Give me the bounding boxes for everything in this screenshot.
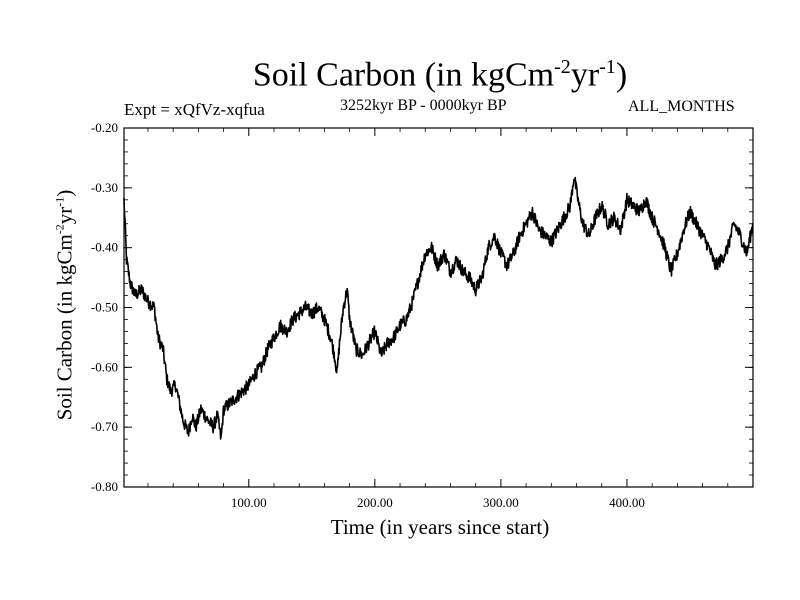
period-label: 3252kyr BP - 0000kyr BP: [340, 97, 507, 114]
x-tick-label-0: 100.00: [231, 495, 267, 510]
y-tick-label-0: -0.20: [91, 120, 118, 135]
y-tick-label-6: -0.80: [91, 479, 118, 494]
months-label: ALL_MONTHS: [628, 98, 735, 115]
x-tick-label-2: 300.00: [483, 495, 519, 510]
chart-title: Soil Carbon (in kgCm-2yr-1): [0, 56, 800, 94]
y-tick-label-2: -0.40: [91, 240, 118, 255]
series-line-soil_carbon: [123, 176, 754, 440]
series-layer: [123, 176, 754, 440]
x-tick-label-3: 400.00: [609, 495, 645, 510]
experiment-label: Expt = xQfVz-xqfua: [124, 100, 265, 119]
chart-title-sup1: -2: [554, 56, 571, 78]
chart-title-end: ): [615, 56, 628, 94]
plot-frame: [123, 127, 754, 488]
y-tick-label-5: -0.70: [91, 419, 118, 434]
x-tick-label-1: 200.00: [357, 495, 393, 510]
axis-ticks: -0.20 -0.30 -0.40 -0.50 -0.60 -0.70 -0.80 100.0…: [91, 120, 753, 510]
chart-title-text: Soil Carbon (in kgCm: [252, 56, 555, 94]
y-tick-label-3: -0.50: [91, 300, 118, 315]
x-axis-label: Time (in years since start): [330, 515, 550, 539]
y-tick-label-4: -0.60: [91, 359, 118, 374]
y-tick-label-1: -0.30: [91, 180, 118, 195]
chart-title-sup2: -1: [599, 56, 616, 78]
chart-title-mid: yr: [570, 56, 600, 94]
